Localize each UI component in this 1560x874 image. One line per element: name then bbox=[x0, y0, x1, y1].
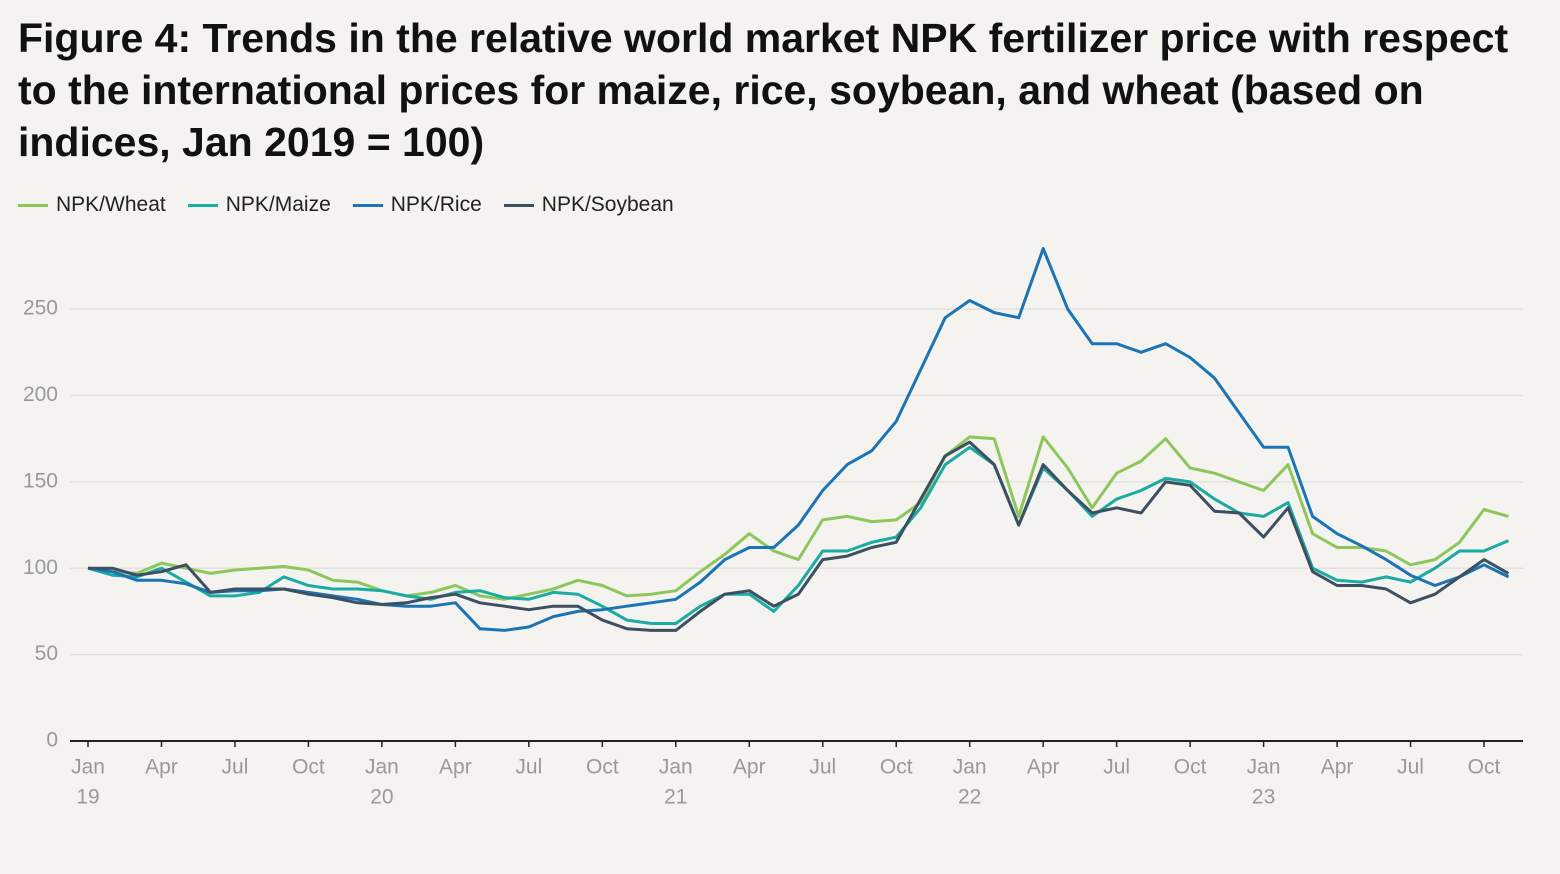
x-tick-label: Apr bbox=[145, 756, 178, 779]
x-tick-label: Jul bbox=[1397, 756, 1424, 779]
y-tick-label: 100 bbox=[23, 556, 58, 579]
x-tick-label: Jul bbox=[1103, 756, 1130, 779]
series-line bbox=[88, 440, 1510, 632]
series-line bbox=[87, 435, 1509, 601]
legend-label: NPK/Maize bbox=[225, 193, 331, 216]
x-tick-year: 22 bbox=[958, 786, 981, 809]
x-tick-label: Apr bbox=[733, 756, 766, 779]
x-tick-label: Jan bbox=[365, 756, 399, 779]
y-tick-label: 200 bbox=[23, 383, 58, 406]
x-tick-label: Apr bbox=[439, 756, 472, 779]
x-tick-label: Oct bbox=[292, 756, 325, 779]
x-tick-label: Jan bbox=[1247, 756, 1281, 779]
x-tick-label: Apr bbox=[1321, 756, 1354, 779]
x-tick-label: Jan bbox=[659, 756, 693, 779]
x-tick-year: 21 bbox=[664, 786, 687, 809]
y-tick-label: 150 bbox=[23, 469, 58, 492]
legend-swatch bbox=[187, 203, 218, 207]
y-tick-label: 50 bbox=[35, 642, 58, 665]
x-tick-label: Oct bbox=[1174, 756, 1207, 779]
legend-swatch bbox=[352, 203, 383, 207]
series-line bbox=[87, 445, 1510, 625]
legend-item: NPK/Soybean bbox=[503, 193, 674, 217]
series-line bbox=[87, 247, 1510, 632]
x-tick-label: Oct bbox=[1468, 756, 1501, 779]
x-tick-label: Oct bbox=[586, 756, 619, 779]
legend: NPK/Wheat NPK/Maize NPK/Rice NPK/Soybean bbox=[18, 193, 674, 217]
x-tick-label: Oct bbox=[880, 756, 913, 779]
legend-swatch bbox=[503, 203, 534, 207]
legend-swatch bbox=[18, 203, 48, 207]
x-tick-year: 23 bbox=[1252, 786, 1275, 809]
x-tick-label: Jan bbox=[71, 756, 105, 779]
y-tick-label: 0 bbox=[46, 729, 58, 752]
x-tick-label: Jan bbox=[953, 756, 987, 779]
legend-label: NPK/Wheat bbox=[56, 193, 166, 216]
legend-label: NPK/Rice bbox=[390, 193, 482, 216]
x-tick-label: Jul bbox=[515, 756, 542, 779]
legend-item: NPK/Rice bbox=[352, 193, 482, 217]
x-tick-year: 20 bbox=[370, 786, 393, 809]
x-tick-year: 19 bbox=[76, 786, 99, 809]
x-tick-label: Apr bbox=[1027, 756, 1060, 779]
legend-label: NPK/Soybean bbox=[541, 193, 674, 216]
y-tick-label: 250 bbox=[23, 297, 58, 320]
x-tick-label: Jul bbox=[222, 756, 249, 779]
x-tick-label: Jul bbox=[809, 756, 836, 779]
legend-item: NPK/Wheat bbox=[18, 193, 166, 217]
legend-item: NPK/Maize bbox=[187, 193, 331, 217]
chart-title: Figure 4: Trends in the relative world m… bbox=[18, 15, 1509, 165]
